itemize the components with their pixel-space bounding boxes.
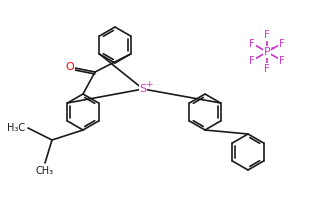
Text: S: S (140, 84, 147, 94)
Text: F: F (250, 38, 255, 48)
Text: F: F (279, 38, 284, 48)
Text: +: + (145, 79, 153, 88)
Text: O: O (66, 62, 74, 72)
Text: P: P (264, 47, 270, 57)
Text: F: F (264, 30, 270, 40)
Text: -: - (270, 42, 274, 52)
Text: H₃C: H₃C (7, 123, 25, 133)
Text: CH₃: CH₃ (36, 166, 54, 176)
Text: F: F (279, 55, 284, 66)
Text: F: F (264, 64, 270, 74)
Text: F: F (250, 55, 255, 66)
